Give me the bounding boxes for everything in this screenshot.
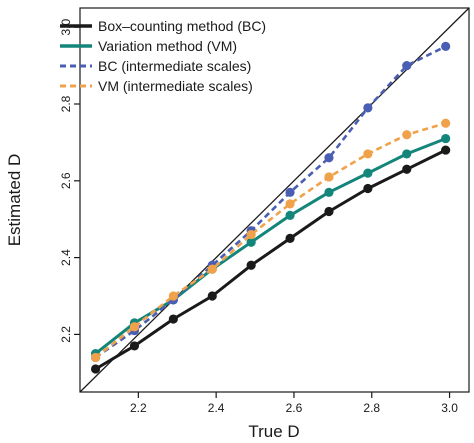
data-point-vm-intermediate <box>90 352 101 363</box>
plot-frame <box>79 7 470 393</box>
data-point-bc-intermediate <box>363 103 373 113</box>
data-point-bc <box>324 206 334 217</box>
x-axis-label: True D <box>248 422 299 441</box>
data-point-bc-intermediate <box>285 187 295 197</box>
legend-label-vm: Variation method (VM) <box>98 38 237 54</box>
data-point-bc <box>90 364 101 374</box>
data-point-vm <box>246 237 256 247</box>
data-point-bc <box>285 233 295 243</box>
legend-label-bc: Box–counting method (BC) <box>98 18 266 34</box>
series-line-bc <box>94 148 447 371</box>
x-tick-label: 2.8 <box>363 401 380 415</box>
data-point-vm-intermediate <box>207 264 217 274</box>
y-tick-label: 2.8 <box>59 95 73 112</box>
x-tick-label: 2.4 <box>208 401 225 415</box>
legend-label-vm-intermediate: VM (intermediate scales) <box>98 78 253 94</box>
data-point-vm <box>324 187 334 197</box>
data-point-bc <box>246 260 256 270</box>
series-vm <box>90 133 451 359</box>
legend: Box–counting method (BC) Variation metho… <box>60 18 266 94</box>
data-point-bc <box>441 145 451 155</box>
x-axis-ticks: 2.2 2.4 2.6 2.8 3.0 <box>130 392 458 415</box>
data-point-vm-intermediate <box>246 229 256 240</box>
data-point-bc <box>402 164 412 174</box>
data-point-vm-intermediate <box>168 291 178 301</box>
data-point-vm <box>441 133 451 144</box>
series-vm-intermediate <box>90 118 451 363</box>
data-point-bc <box>129 341 140 351</box>
x-tick-label: 2.6 <box>286 401 303 415</box>
data-point-bc <box>207 291 217 301</box>
series-layer <box>90 41 451 374</box>
identity-reference-line <box>79 7 470 393</box>
y-tick-label: 2.4 <box>59 249 73 266</box>
data-point-vm <box>363 168 373 178</box>
y-tick-label: 2.2 <box>59 326 73 343</box>
data-point-bc-intermediate <box>441 41 451 52</box>
data-point-bc <box>363 183 373 194</box>
data-point-bc-intermediate <box>324 153 334 163</box>
legend-label-bc-intermediate: BC (intermediate scales) <box>98 58 251 74</box>
data-point-vm <box>285 210 295 220</box>
data-point-vm-intermediate <box>441 118 451 128</box>
series-bc <box>90 145 451 374</box>
data-point-vm-intermediate <box>285 199 295 209</box>
reference-line-layer <box>79 7 470 393</box>
data-point-vm-intermediate <box>324 172 334 182</box>
series-line-bc-intermediate <box>94 45 447 359</box>
data-point-bc-intermediate <box>402 61 412 71</box>
data-point-vm-intermediate <box>402 130 412 140</box>
y-tick-label: 2.6 <box>59 172 73 189</box>
y-axis-label: Estimated D <box>5 154 24 247</box>
x-tick-label: 3.0 <box>441 401 458 415</box>
plot-area: 2.2 2.4 2.6 2.8 3.0 2.2 2.4 2.6 2.8 3.0 <box>59 7 470 415</box>
data-point-vm <box>402 149 412 159</box>
data-point-bc <box>168 314 178 324</box>
series-line-vm-intermediate <box>94 121 447 359</box>
data-point-vm-intermediate <box>363 149 373 159</box>
data-point-vm-intermediate <box>129 322 140 332</box>
x-tick-label: 2.2 <box>130 401 147 415</box>
